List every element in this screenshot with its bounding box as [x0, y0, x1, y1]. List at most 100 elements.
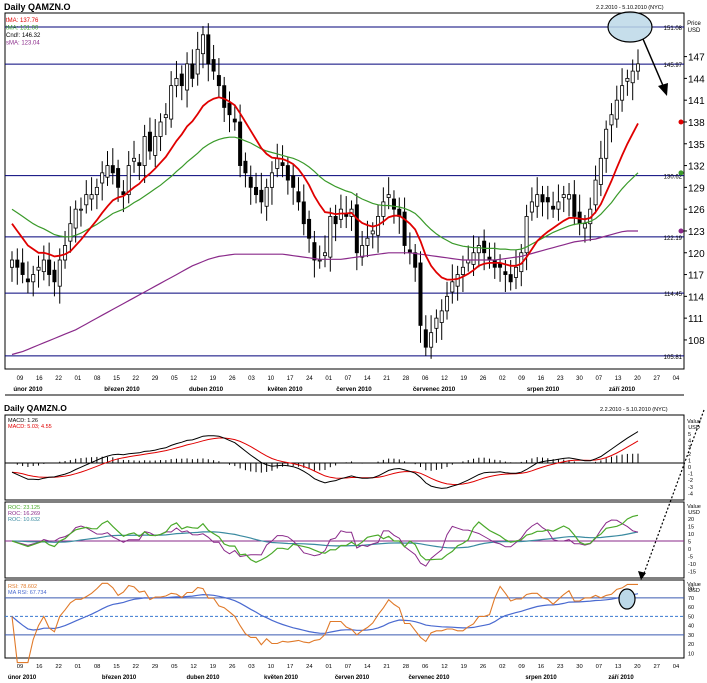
bottom-date-axis: 09 16 22 01 08 15 22 29 05 12 19 26 03 10 17 24 01 07 14 21…	[8, 664, 680, 681]
candle-body	[460, 266, 465, 275]
candle-body	[582, 223, 587, 229]
x-day-tick: 29	[152, 376, 159, 382]
roc-tick: -5	[688, 555, 693, 561]
rsi-legend: RSI: 78.602	[8, 584, 37, 590]
x-day-tick: 09	[17, 376, 24, 382]
bottom-day-tick: 01	[75, 664, 81, 670]
roc-legend: ROC: 23.125	[8, 505, 40, 511]
bottom-day-tick: 09	[17, 664, 23, 670]
macd-plot-frame	[4, 414, 685, 501]
x-day-tick: 22	[132, 376, 139, 382]
bottom-month-label: duben 2010	[186, 675, 220, 681]
macd-tick: 1	[688, 458, 691, 464]
candle-body	[15, 259, 20, 268]
highlight-ellipse	[607, 11, 653, 43]
sma-line	[11, 230, 638, 356]
candle-body	[551, 205, 556, 210]
candle-body	[232, 118, 237, 123]
x-day-tick: 23	[557, 376, 564, 382]
candle-body	[243, 160, 248, 174]
price-date-range: 2.2.2010 - 5.10.2010 (NYC)	[596, 5, 664, 11]
candle-body	[211, 59, 216, 72]
x-day-tick: 07	[345, 376, 352, 382]
x-day-tick: 26	[480, 376, 487, 382]
candle-body	[418, 262, 423, 326]
price-tick-label: 126	[688, 205, 705, 216]
rsi-tick: 50	[688, 614, 694, 620]
rsi-axis-title: Value	[687, 582, 701, 588]
bottom-day-tick: 04	[673, 664, 680, 670]
roc-tick: 5	[688, 540, 691, 546]
bottom-day-tick: 01	[325, 664, 331, 670]
candle-body	[370, 230, 375, 235]
roc-legend: ROC: 10.632	[8, 517, 40, 523]
level-label: 114.45	[664, 292, 683, 298]
bottom-day-tick: 22	[55, 664, 61, 670]
candle-body	[625, 77, 630, 82]
x-day-tick: 12	[441, 376, 448, 382]
candle-body	[195, 48, 200, 75]
candle-body	[254, 186, 259, 196]
bottom-day-tick: 02	[499, 664, 505, 670]
candle-body	[609, 114, 614, 126]
candle-body	[190, 63, 195, 79]
price-axis-unit: USD	[688, 28, 701, 34]
roc-axis-unit: USD	[688, 510, 700, 516]
candle-body	[630, 70, 635, 84]
price-panel: Daily QAMZN.O 2.2.2010 - 5.10.2010 (NYC) 1…	[4, 2, 705, 396]
candle-body	[413, 252, 418, 268]
candle-body	[513, 266, 518, 278]
x-day-tick: 10	[267, 376, 274, 382]
rsi-tick: 20	[688, 642, 694, 648]
candle-body	[434, 317, 439, 329]
candle-body	[561, 194, 566, 198]
candle-body	[291, 175, 296, 188]
rsi-tick: 80	[688, 587, 694, 593]
price-tick-label: 120	[688, 249, 705, 260]
macd-signal-line	[11, 437, 639, 486]
bottom-day-tick: 19	[210, 664, 216, 670]
candle-body	[445, 295, 450, 312]
bottom-day-tick: 10	[268, 664, 274, 670]
roc-green-line	[11, 514, 639, 563]
price-panel-title: Daily QAMZN.O	[4, 2, 71, 12]
x-day-tick: 13	[615, 376, 622, 382]
candle-body	[9, 259, 14, 268]
x-day-tick: 28	[403, 376, 410, 382]
candle-body	[524, 216, 529, 254]
candle-body	[179, 73, 184, 87]
ema-red-line	[11, 96, 639, 281]
candle-body	[200, 34, 205, 55]
macd-axis-title: Value	[687, 419, 701, 425]
bottom-day-tick: 15	[113, 664, 119, 670]
candle-body	[365, 237, 370, 246]
candle-body	[259, 189, 264, 203]
candle-body	[508, 274, 513, 283]
legend-entry: Cnd!: 146.32	[6, 33, 41, 39]
price-tick-label: 141	[688, 96, 705, 107]
rsi-legend: MA RSI: 67.734	[8, 590, 47, 596]
macd-axis-unit: USD	[688, 425, 700, 431]
bottom-day-tick: 24	[306, 664, 313, 670]
candle-body	[455, 274, 460, 287]
candle-body	[317, 259, 322, 262]
bottom-day-tick: 07	[596, 664, 602, 670]
candle-body	[216, 75, 221, 87]
candle-body	[158, 121, 163, 137]
x-day-tick: 02	[499, 376, 506, 382]
candle-body	[275, 157, 280, 169]
candle-body	[402, 211, 407, 246]
candle-body	[222, 85, 227, 108]
price-tick-label: 135	[688, 140, 705, 151]
candle-body	[238, 121, 243, 166]
candle-body	[121, 191, 126, 196]
price-tick-label: 114	[688, 292, 704, 303]
rsi-tick: 60	[688, 605, 694, 611]
candle-body	[137, 162, 142, 166]
roc-tick: -15	[688, 570, 696, 576]
price-tick-label: 138	[688, 118, 705, 129]
candle-body	[126, 165, 131, 196]
rsi-tick: 70	[688, 596, 694, 602]
